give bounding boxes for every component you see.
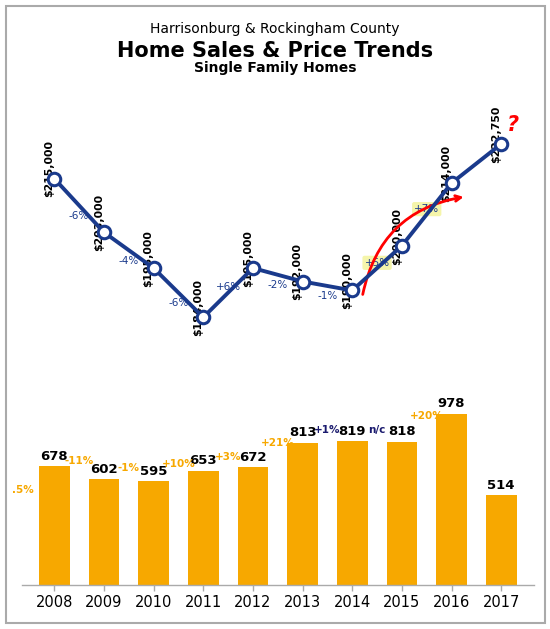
- Text: 514: 514: [487, 479, 515, 492]
- Text: -11%: -11%: [64, 456, 94, 466]
- Text: 653: 653: [189, 454, 217, 467]
- Text: -4%: -4%: [119, 256, 139, 265]
- Text: +5%: +5%: [365, 258, 389, 268]
- Text: 819: 819: [338, 425, 366, 438]
- Text: Harrisonburg & Rockingham County: Harrisonburg & Rockingham County: [150, 22, 400, 36]
- Bar: [188, 470, 219, 585]
- Text: 978: 978: [438, 398, 465, 411]
- Text: +6%: +6%: [216, 282, 241, 292]
- Text: $222,750: $222,750: [491, 106, 501, 163]
- Text: $195,000: $195,000: [243, 230, 253, 287]
- Bar: [387, 442, 417, 585]
- Text: -6%: -6%: [168, 298, 189, 308]
- Text: $200,000: $200,000: [392, 208, 402, 265]
- Text: $215,000: $215,000: [45, 140, 54, 198]
- Text: -2%: -2%: [268, 281, 288, 291]
- Text: +3%: +3%: [215, 452, 241, 462]
- Text: -6%: -6%: [69, 211, 89, 221]
- Text: +21%: +21%: [261, 438, 295, 448]
- Text: $214,000: $214,000: [442, 145, 452, 202]
- Bar: [287, 443, 318, 585]
- Text: $203,000: $203,000: [94, 194, 104, 251]
- Text: 678: 678: [41, 450, 68, 463]
- Text: n/c: n/c: [368, 425, 386, 435]
- Text: 595: 595: [140, 465, 167, 477]
- Text: +10%: +10%: [162, 459, 195, 469]
- Text: -1%: -1%: [317, 291, 338, 301]
- Text: 602: 602: [90, 464, 118, 476]
- Bar: [337, 442, 367, 585]
- Text: +20%: +20%: [410, 411, 444, 421]
- Bar: [138, 481, 169, 585]
- Text: $190,000: $190,000: [342, 252, 352, 309]
- Text: 813: 813: [289, 426, 316, 440]
- Text: +7%: +7%: [414, 204, 439, 214]
- Text: 818: 818: [388, 425, 416, 438]
- Bar: [486, 495, 516, 585]
- Text: $195,000: $195,000: [144, 230, 153, 287]
- Text: $192,000: $192,000: [293, 243, 303, 301]
- Bar: [89, 479, 119, 585]
- Bar: [238, 467, 268, 585]
- Bar: [436, 414, 467, 585]
- Bar: [39, 466, 70, 585]
- Text: ?: ?: [507, 114, 519, 135]
- Text: +1%: +1%: [314, 425, 340, 435]
- Text: Home Sales & Price Trends: Home Sales & Price Trends: [117, 41, 433, 61]
- Text: $184,000: $184,000: [193, 279, 204, 336]
- Text: 672: 672: [239, 451, 267, 464]
- Text: .5%: .5%: [12, 485, 34, 495]
- Text: Single Family Homes: Single Family Homes: [194, 61, 356, 75]
- Text: -1%: -1%: [118, 463, 140, 473]
